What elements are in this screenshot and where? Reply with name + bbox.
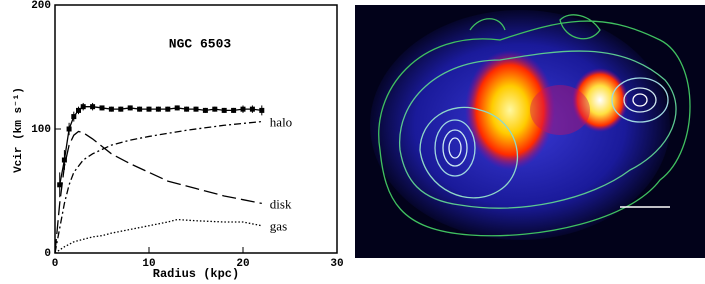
y-tick-label: 200 [31, 0, 51, 12]
data-point [231, 107, 237, 113]
data-point [137, 106, 143, 112]
data-point [99, 105, 105, 111]
data-point [108, 106, 114, 112]
series-line [54, 130, 262, 254]
series-label: disk [270, 196, 292, 211]
data-point [165, 106, 171, 112]
series-line [54, 218, 262, 254]
data-point [212, 106, 218, 112]
series-label: gas [270, 219, 287, 234]
y-axis-label: Vcir (km s⁻¹) [13, 87, 25, 173]
data-point [249, 106, 255, 112]
data-point [66, 126, 72, 132]
x-tick-label: 30 [330, 258, 343, 270]
series-line [54, 120, 262, 254]
data-point [118, 106, 124, 112]
data-point [193, 106, 199, 112]
data-point [57, 182, 63, 188]
data-point [155, 106, 161, 112]
data-point [80, 104, 86, 110]
data-point [184, 106, 190, 112]
data-point [90, 104, 96, 110]
series-line [59, 106, 262, 185]
xray-image [355, 5, 705, 258]
x-tick-label: 10 [142, 258, 155, 270]
data-point [202, 107, 208, 113]
data-point [240, 106, 246, 112]
chart-title: NGC 6503 [169, 36, 232, 51]
x-tick-label: 20 [236, 258, 249, 270]
data-point [127, 105, 133, 111]
data-point [174, 105, 180, 111]
data-point [61, 157, 67, 163]
data-point [259, 107, 265, 113]
x-axis-label: Radius (kpc) [153, 267, 239, 281]
data-point [221, 107, 227, 113]
y-tick-label: 100 [31, 124, 51, 136]
data-point [71, 114, 77, 120]
y-tick-label: 0 [44, 248, 51, 260]
data-point [146, 106, 152, 112]
data-point [76, 107, 81, 113]
series-label: halo [270, 115, 292, 130]
x-tick-label: 0 [52, 258, 59, 270]
